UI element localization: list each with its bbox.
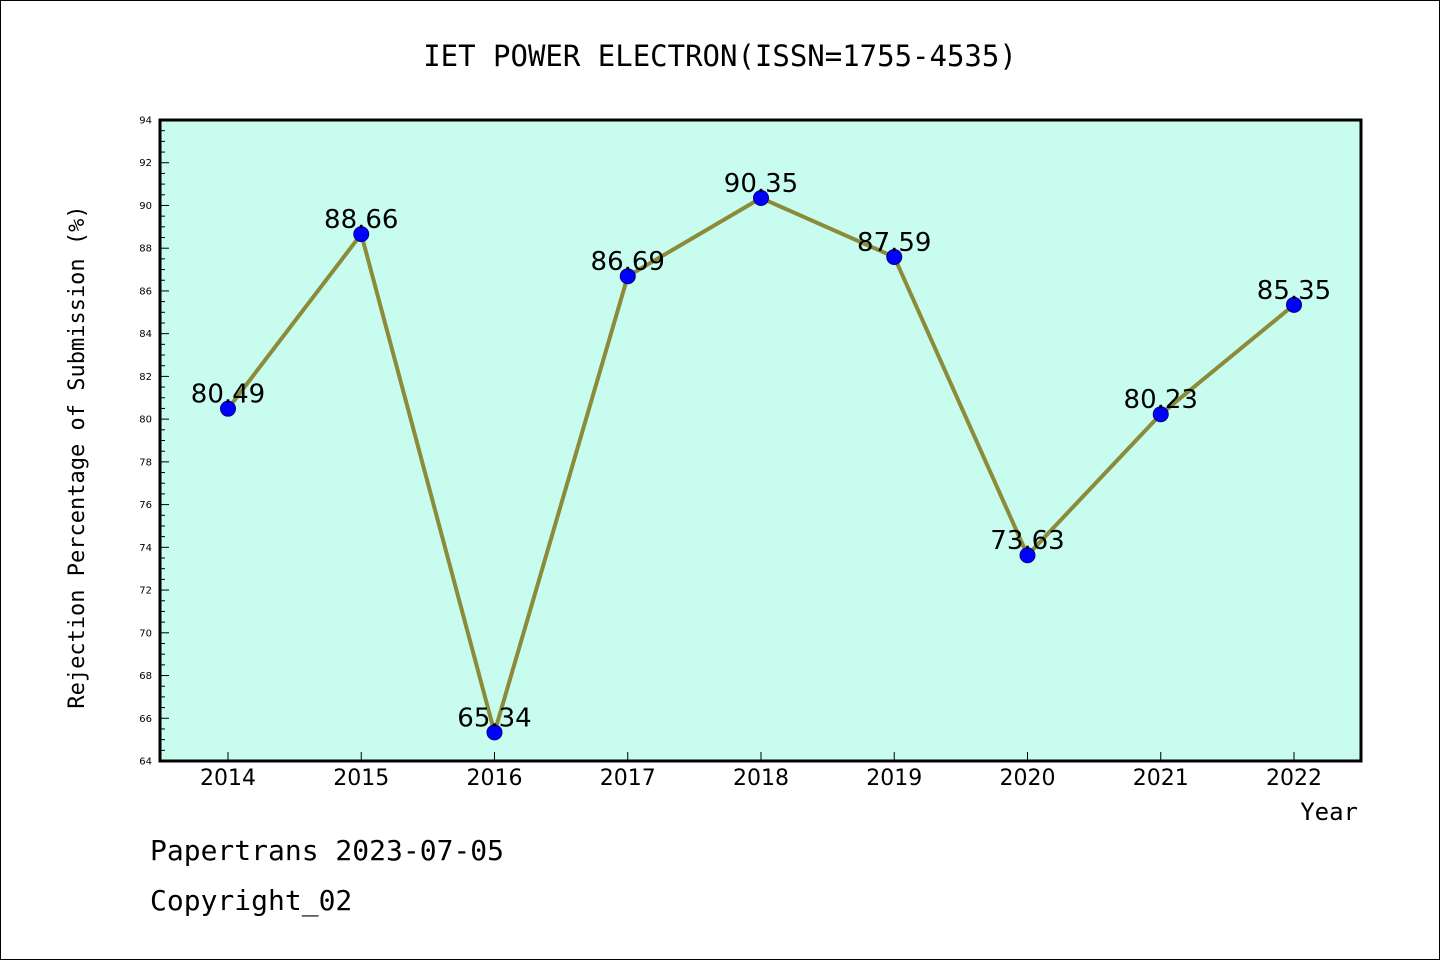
data-point: [753, 189, 769, 206]
y-tick-label: 90: [139, 201, 152, 212]
y-axis: 64 66 68 70 72 74 76 78 80 82 84 86 88 90 92 94: [139, 116, 169, 768]
y-tick-label: 86: [139, 286, 152, 297]
y-tick-label: 78: [139, 457, 152, 468]
y-tick-label: 76: [139, 500, 152, 511]
y-tick-label: 68: [139, 671, 152, 682]
x-tick-label: 2022: [1266, 766, 1322, 791]
x-axis-label: Year: [1300, 798, 1358, 826]
data-point: [1019, 547, 1036, 564]
y-tick-label: 72: [139, 586, 152, 597]
data-label: 80.23: [1124, 385, 1198, 415]
footer-copyright-text: Copyright_02: [150, 884, 353, 917]
data-label: 85.35: [1257, 276, 1331, 306]
y-axis-label: Rejection Percentage of Submission (%): [65, 205, 90, 708]
x-tick-label: 2014: [200, 766, 256, 791]
y-tick-label: 66: [139, 714, 152, 725]
data-point: [1152, 406, 1169, 423]
y-tick-label: 80: [139, 415, 152, 426]
footer-date-text: Papertrans 2023-07-05: [150, 834, 505, 867]
y-tick-label: 94: [139, 116, 152, 127]
series-rejection-percentage: 80.49 88.66 65.34 86.69 90.35 87.59 73.63 80.23…: [191, 169, 1331, 741]
y-tick-label: 70: [139, 628, 152, 639]
data-point: [1286, 296, 1302, 313]
y-tick-label: 92: [139, 158, 152, 169]
y-tick-label: 88: [139, 244, 152, 255]
data-point: [353, 226, 370, 243]
x-tick-label: 2021: [1133, 766, 1189, 791]
x-axis: 2014 2015 2016 2017 2018 2019 2020 2021 2022: [200, 752, 1322, 791]
y-tick-label: 84: [139, 329, 152, 340]
y-tick-label: 64: [139, 757, 152, 768]
data-label: 87.59: [857, 228, 931, 258]
data-point: [220, 400, 236, 417]
x-tick-label: 2015: [333, 766, 389, 791]
data-label: 80.49: [191, 380, 265, 410]
x-tick-label: 2018: [733, 766, 789, 791]
x-tick-label: 2016: [467, 766, 523, 791]
data-point: [486, 724, 503, 741]
y-tick-label: 74: [139, 543, 152, 554]
y-tick-label: 82: [139, 372, 152, 383]
data-label: 86.69: [591, 247, 665, 277]
chart-title: IET POWER ELECTRON(ISSN=1755-4535): [423, 39, 1017, 73]
x-tick-label: 2019: [866, 766, 922, 791]
x-tick-label: 2020: [1000, 766, 1056, 791]
x-tick-label: 2017: [600, 766, 656, 791]
data-point: [886, 248, 903, 265]
data-label: 90.35: [724, 169, 798, 199]
data-point: [619, 268, 636, 285]
data-label: 73.63: [990, 526, 1064, 556]
data-label: 88.66: [324, 205, 398, 235]
data-label: 65.34: [457, 703, 531, 733]
